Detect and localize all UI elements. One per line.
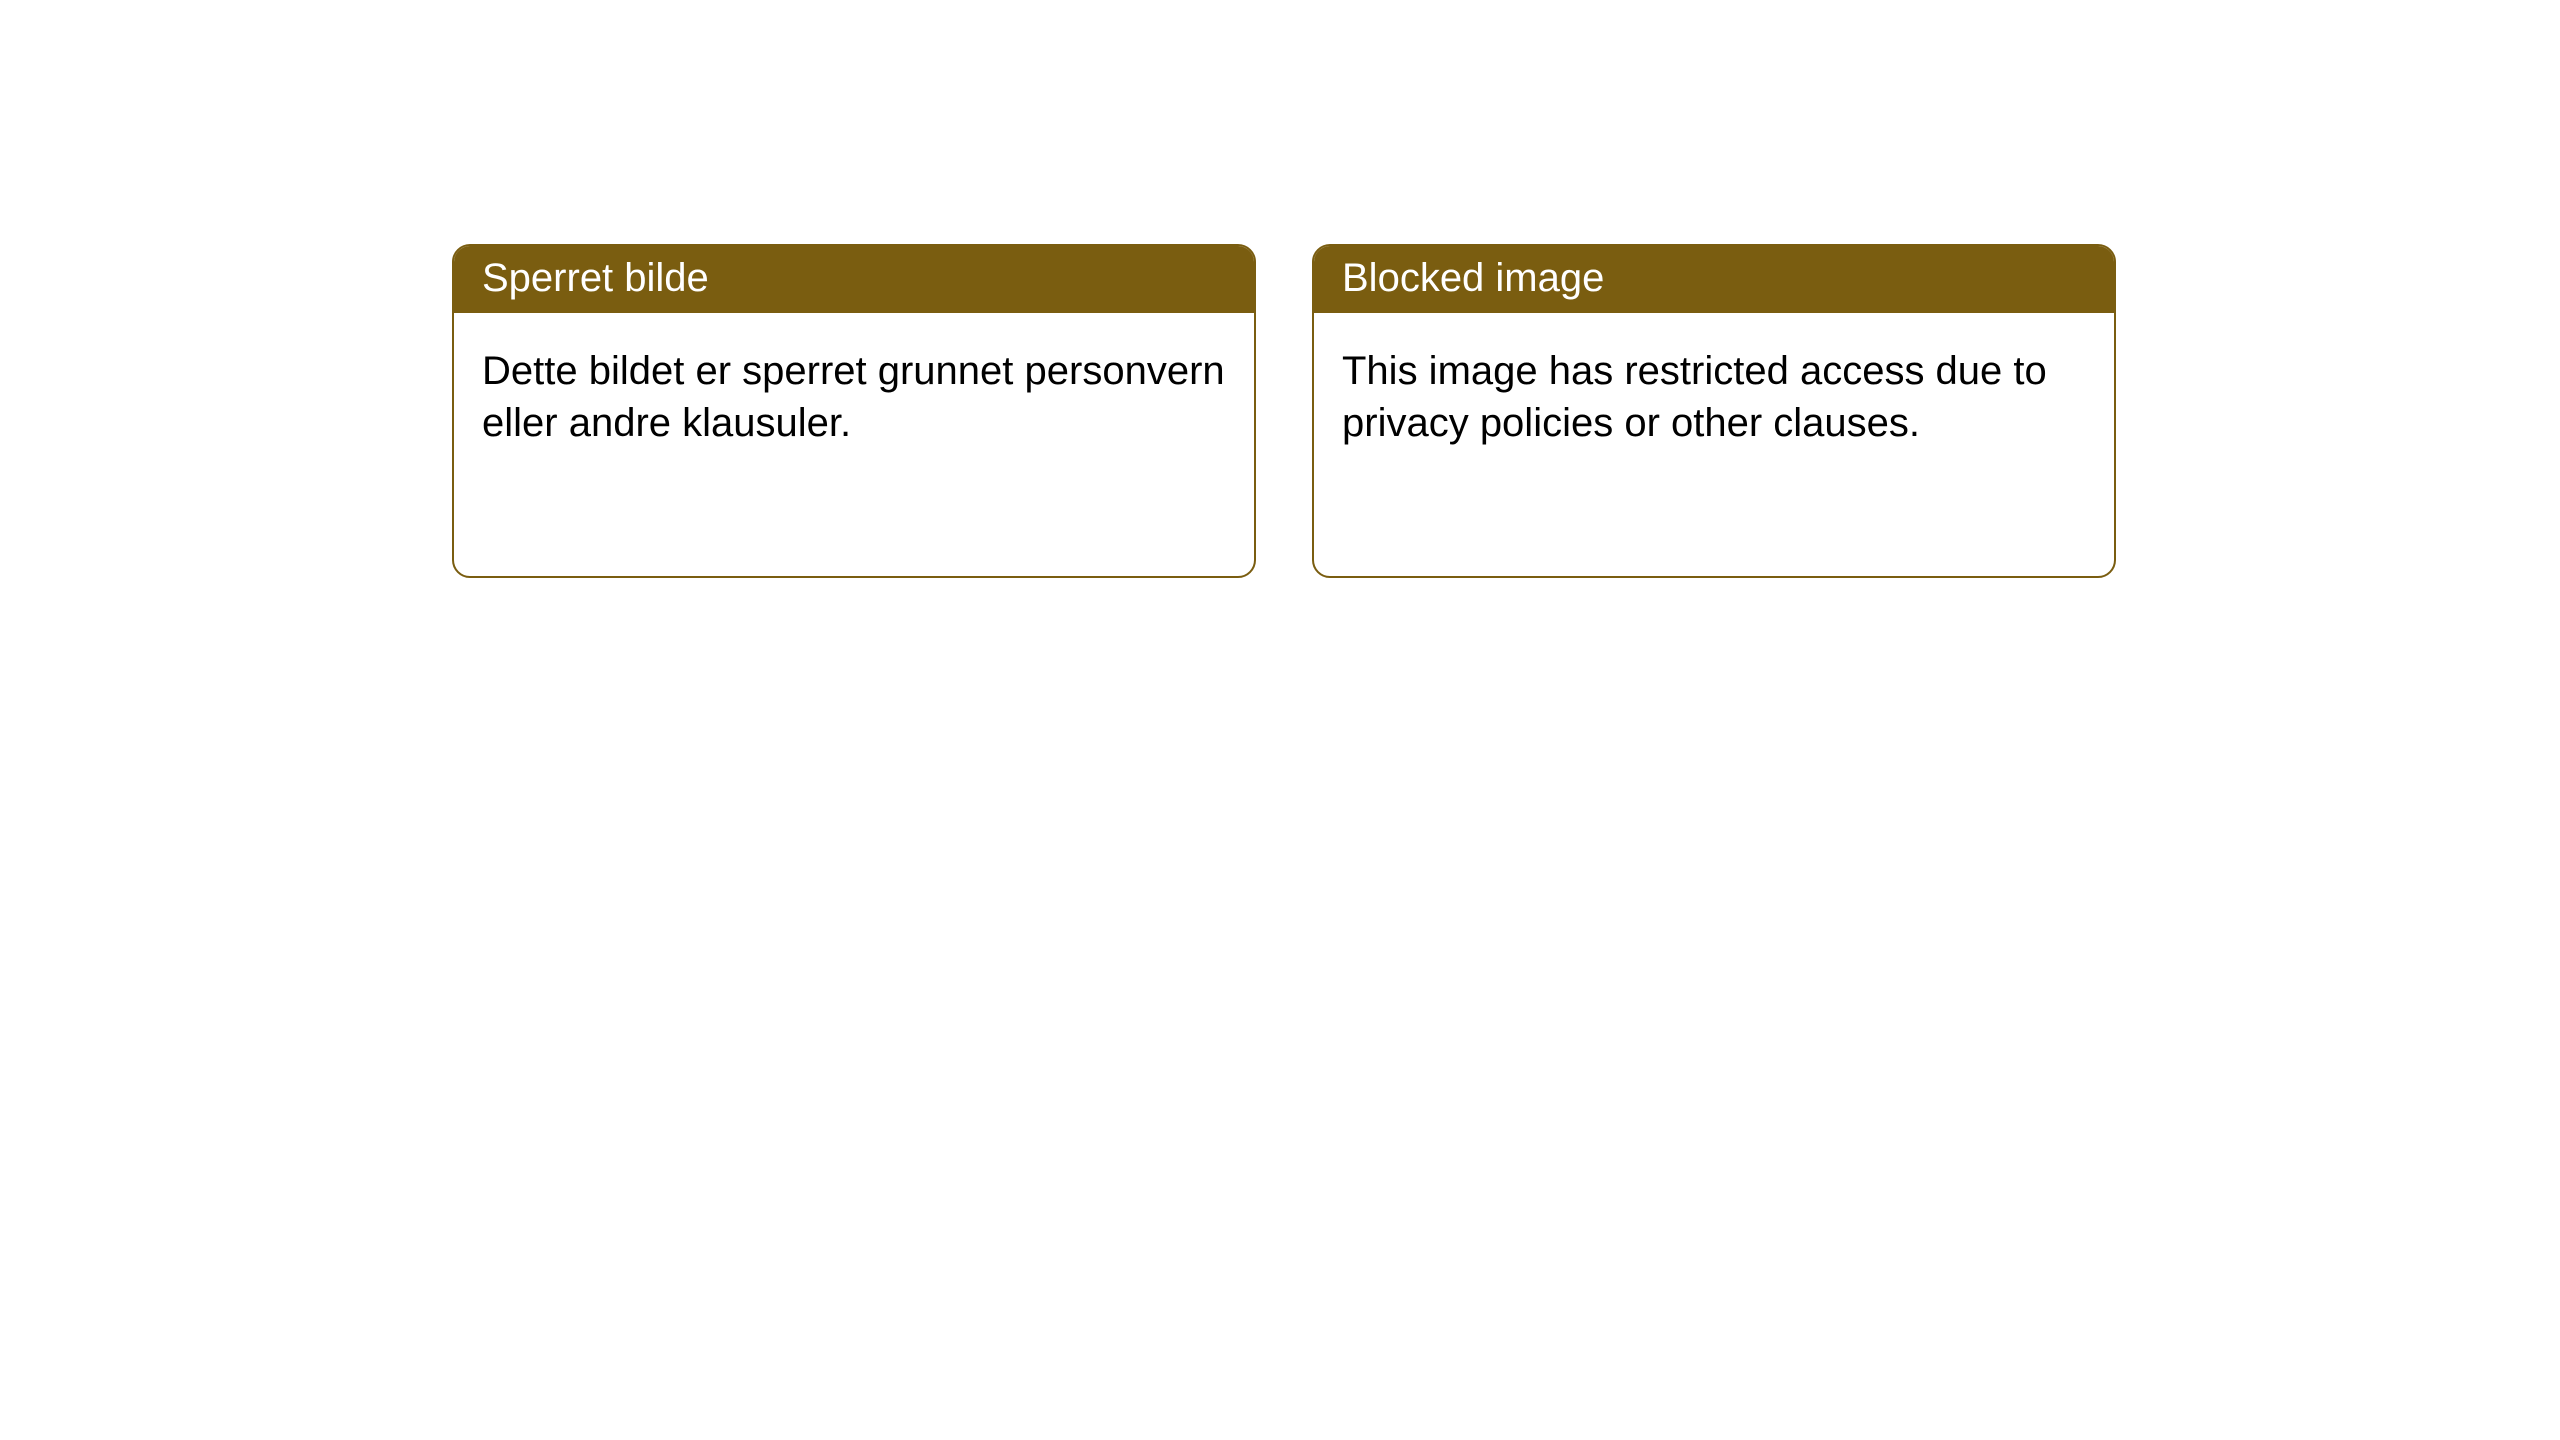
notice-title: Blocked image	[1342, 256, 1604, 300]
notice-title: Sperret bilde	[482, 256, 709, 300]
notice-header: Blocked image	[1314, 246, 2114, 313]
notice-message: This image has restricted access due to …	[1342, 349, 2047, 445]
notice-message: Dette bildet er sperret grunnet personve…	[482, 349, 1225, 445]
notice-body: This image has restricted access due to …	[1314, 313, 2114, 481]
notice-container: Sperret bilde Dette bildet er sperret gr…	[0, 0, 2560, 578]
notice-card-english: Blocked image This image has restricted …	[1312, 244, 2116, 578]
notice-body: Dette bildet er sperret grunnet personve…	[454, 313, 1254, 481]
notice-header: Sperret bilde	[454, 246, 1254, 313]
notice-card-norwegian: Sperret bilde Dette bildet er sperret gr…	[452, 244, 1256, 578]
